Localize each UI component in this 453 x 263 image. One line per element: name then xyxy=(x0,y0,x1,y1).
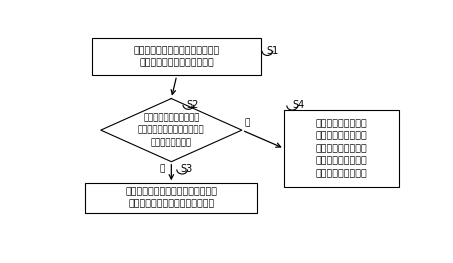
Text: 将打开的断路器关闭，并将与母线断
开的线路中的抗油机组分批启动；: 将打开的断路器关闭，并将与母线断 开的线路中的抗油机组分批启动； xyxy=(125,187,217,209)
Text: 否: 否 xyxy=(245,118,251,127)
Text: S3: S3 xyxy=(181,164,193,174)
Bar xyxy=(284,110,399,187)
Text: S4: S4 xyxy=(292,100,304,110)
Text: S1: S1 xyxy=(266,46,278,56)
Bar xyxy=(92,38,261,75)
Text: 是: 是 xyxy=(160,165,165,174)
Bar xyxy=(85,183,257,213)
Text: 通过打开断路器将故障点
的线路断开，并判断故障是否
为非永久性故障？: 通过打开断路器将故障点 的线路断开，并判断故障是否 为非永久性故障？ xyxy=(138,113,205,147)
Text: 当检测到所述油田配电网发生故障
时，查找所述故障点的位置；: 当检测到所述油田配电网发生故障 时，查找所述故障点的位置； xyxy=(134,46,220,68)
Text: 将与母线断开的线路
上与打开断路器相邻
的抗油机组的发电机
启动，为与母线断开
的线路提供有功功率: 将与母线断开的线路 上与打开断路器相邻 的抗油机组的发电机 启动，为与母线断开 … xyxy=(316,119,368,178)
Text: S2: S2 xyxy=(187,100,199,110)
Polygon shape xyxy=(101,99,242,162)
